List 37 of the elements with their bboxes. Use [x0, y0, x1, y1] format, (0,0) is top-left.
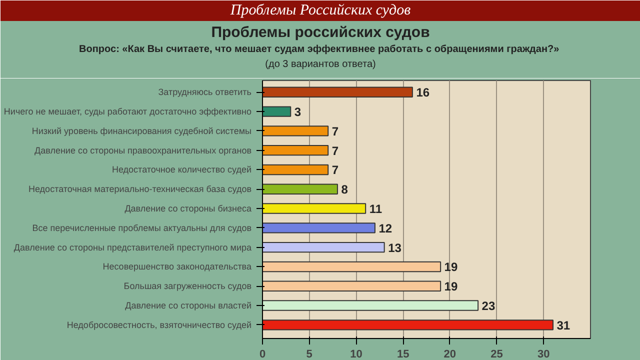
chart-title: Проблемы российских судов: [211, 24, 430, 41]
x-tick-label: 10: [350, 348, 362, 360]
data-label: 31: [556, 318, 570, 332]
y-tick-label: Давление со стороны представителей преступного мира: [14, 242, 252, 252]
data-label: 13: [388, 240, 402, 255]
y-tick-label: Все перечисленные проблемы актуальны для судов: [32, 222, 252, 233]
x-tick-label: 15: [396, 348, 410, 360]
x-tick-label: 25: [490, 348, 503, 360]
y-tick-label: Недостаточная материально-техническая база судов: [28, 184, 252, 194]
y-tick-label: Ничего не мешает, суды работают достаточно эффективно: [4, 106, 252, 117]
x-tick-label: 20: [444, 348, 456, 360]
y-tick-label: Давление со стороны бизнеса: [124, 204, 252, 214]
data-label: 7: [332, 144, 339, 158]
y-tick-label: Большая загруженность судов: [124, 281, 252, 292]
data-label: 23: [482, 299, 496, 314]
text: (до 3 вариантов ответа): [265, 59, 376, 70]
data-label: 3: [294, 105, 302, 120]
y-tick-label: Низкий уровень финансирования судебной системы: [32, 126, 252, 136]
y-tick-label: Недобросовестность, взяточничество судей: [66, 320, 252, 330]
data-label: 16: [416, 86, 430, 100]
y-tick-label: Затрудняюсь ответить: [158, 87, 252, 98]
y-tick-label: Несовершенство законодательства: [102, 262, 252, 272]
data-label: 7: [332, 124, 339, 138]
y-tick-label: Давление со стороны властей: [125, 300, 252, 311]
x-tick-label: 0: [259, 348, 266, 360]
y-tick-label: Давление со стороны правоохранительных органов: [34, 145, 252, 156]
data-label: 19: [444, 260, 458, 274]
y-tick-label: Недостаточное количество судей: [112, 164, 252, 175]
data-label: 19: [444, 280, 458, 294]
data-label: 8: [341, 182, 348, 197]
text: Проблемы Российских судов: [229, 2, 412, 18]
chart-subtitle: Вопрос: «Как Вы считаете, что мешает судам эффективнее работать с обращениями граждан?»: [79, 44, 560, 55]
data-label: 11: [369, 202, 382, 216]
data-label: 12: [378, 221, 392, 236]
x-tick-label: 30: [538, 348, 550, 360]
data-label: 7: [332, 163, 339, 178]
x-tick-label: 5: [306, 348, 312, 360]
